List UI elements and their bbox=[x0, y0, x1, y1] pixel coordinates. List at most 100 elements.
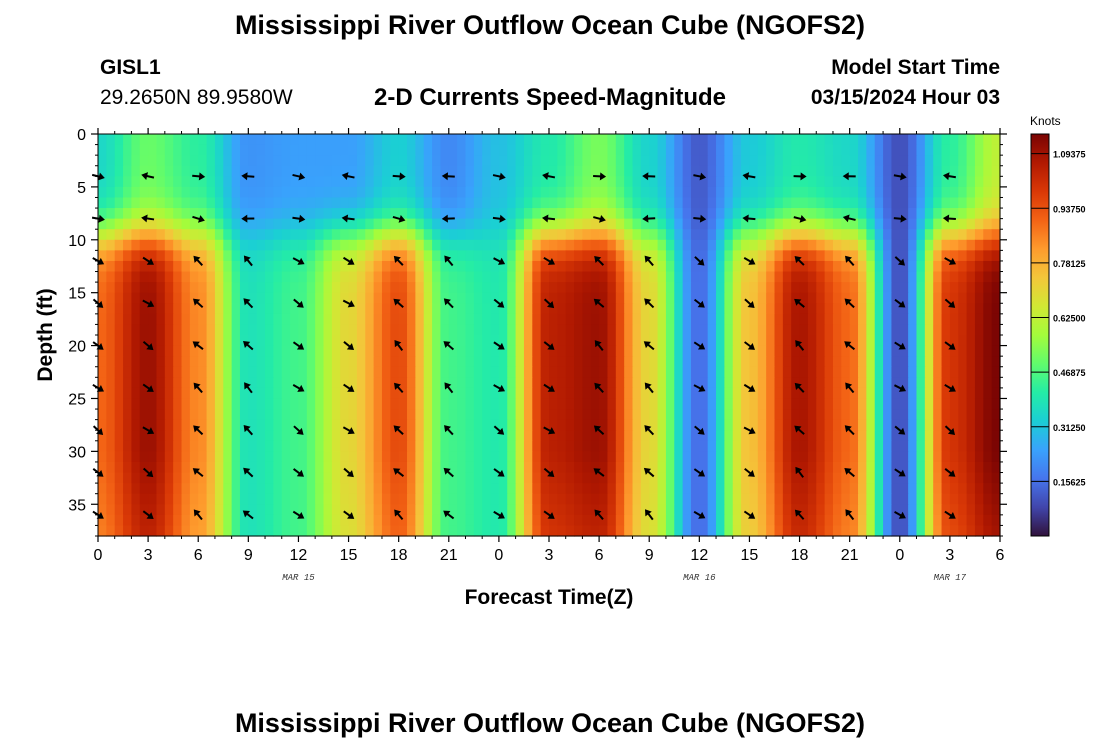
heatmap-cell bbox=[908, 303, 918, 315]
heatmap-cell bbox=[883, 387, 893, 400]
heatmap-cell bbox=[373, 377, 383, 389]
heatmap-cell bbox=[682, 218, 692, 230]
heatmap-cell bbox=[732, 387, 742, 400]
heatmap-cell bbox=[599, 229, 609, 241]
heatmap-cell bbox=[523, 461, 533, 474]
heatmap-cell bbox=[273, 313, 283, 326]
heatmap-cell bbox=[373, 472, 383, 484]
heatmap-cell bbox=[523, 377, 533, 389]
heatmap-cell bbox=[741, 440, 751, 452]
heatmap-cell bbox=[565, 461, 575, 474]
heatmap-cell bbox=[632, 377, 642, 389]
current-arrow bbox=[594, 340, 604, 351]
heatmap-cell bbox=[816, 472, 826, 484]
current-arrow bbox=[644, 255, 654, 267]
heatmap-cell bbox=[315, 271, 325, 283]
heatmap-cell bbox=[139, 387, 149, 400]
heatmap-cell bbox=[106, 493, 116, 505]
heatmap-cell bbox=[933, 461, 943, 474]
heatmap-cell bbox=[315, 451, 325, 463]
heatmap-cell bbox=[582, 208, 592, 220]
heatmap-cell bbox=[248, 197, 258, 209]
heatmap-cell bbox=[440, 260, 450, 273]
heatmap-cell bbox=[615, 165, 625, 177]
heatmap-cell bbox=[164, 208, 174, 220]
heatmap-cell bbox=[582, 504, 592, 516]
heatmap-cell bbox=[407, 292, 416, 304]
heatmap-cell bbox=[239, 430, 249, 442]
heatmap-cell bbox=[874, 292, 884, 304]
heatmap-cell bbox=[290, 260, 300, 273]
heatmap-cell bbox=[156, 134, 166, 146]
heatmap-cell bbox=[348, 218, 358, 230]
heatmap-cell bbox=[148, 260, 158, 273]
heatmap-cell bbox=[849, 366, 859, 378]
x-tick-label: 12 bbox=[690, 547, 708, 564]
heatmap-cell bbox=[448, 387, 458, 400]
heatmap-cell bbox=[131, 345, 141, 357]
heatmap-cell bbox=[390, 313, 400, 326]
heatmap-cell bbox=[574, 208, 584, 220]
heatmap-cell bbox=[574, 493, 584, 505]
heatmap-cell bbox=[766, 282, 776, 294]
heatmap-cell bbox=[590, 165, 600, 177]
heatmap-cell bbox=[373, 186, 383, 199]
heatmap-cell bbox=[390, 472, 400, 484]
heatmap-cell bbox=[724, 335, 734, 347]
heatmap-cell bbox=[624, 493, 634, 505]
heatmap-cell bbox=[866, 176, 876, 188]
heatmap-cell bbox=[674, 282, 684, 294]
current-arrow bbox=[842, 214, 856, 223]
heatmap-cell bbox=[690, 292, 700, 304]
heatmap-cell bbox=[699, 303, 709, 315]
heatmap-cell bbox=[582, 282, 592, 294]
heatmap-cell bbox=[139, 514, 149, 527]
heatmap-cell bbox=[206, 483, 216, 495]
heatmap-cell bbox=[432, 504, 442, 516]
heatmap-cell bbox=[716, 165, 725, 177]
heatmap-cell bbox=[415, 165, 425, 177]
heatmap-cell bbox=[682, 134, 692, 146]
heatmap-cell bbox=[983, 335, 993, 347]
heatmap-cell bbox=[682, 440, 692, 452]
heatmap-cell bbox=[732, 165, 742, 177]
heatmap-cell bbox=[908, 144, 918, 156]
heatmap-cell bbox=[98, 134, 107, 146]
heatmap-cell bbox=[640, 409, 650, 421]
heatmap-cell bbox=[223, 483, 233, 495]
heatmap-cell bbox=[239, 345, 249, 357]
heatmap-cell bbox=[991, 155, 1001, 167]
heatmap-cell bbox=[983, 282, 993, 294]
heatmap-cell bbox=[599, 440, 609, 452]
heatmap-cell bbox=[540, 409, 550, 421]
heatmap-cell bbox=[306, 335, 316, 347]
heatmap-cell bbox=[908, 186, 918, 199]
heatmap-cell bbox=[565, 387, 575, 400]
heatmap-cell bbox=[557, 282, 567, 294]
heatmap-cell bbox=[657, 514, 667, 527]
heatmap-cell bbox=[874, 525, 884, 537]
heatmap-cell bbox=[966, 250, 976, 262]
heatmap-cell bbox=[632, 430, 642, 442]
current-arrow bbox=[393, 255, 404, 266]
heatmap-cell bbox=[498, 366, 508, 378]
heatmap-cell bbox=[473, 366, 483, 378]
heatmap-cell bbox=[390, 176, 400, 188]
heatmap-cell bbox=[824, 155, 834, 167]
heatmap-cell bbox=[256, 218, 266, 230]
current-arrow bbox=[543, 298, 555, 309]
heatmap-cell bbox=[949, 345, 959, 357]
heatmap-cell bbox=[507, 303, 517, 315]
heatmap-cell bbox=[198, 313, 208, 326]
heatmap-cell bbox=[682, 377, 692, 389]
heatmap-cell bbox=[298, 377, 308, 389]
heatmap-cell bbox=[924, 155, 934, 167]
heatmap-cell bbox=[532, 451, 542, 463]
heatmap-cell bbox=[164, 155, 174, 167]
heatmap-cell bbox=[106, 134, 116, 146]
heatmap-cell bbox=[724, 134, 734, 146]
heatmap-cell bbox=[148, 493, 158, 505]
heatmap-cell bbox=[807, 409, 817, 421]
heatmap-cell bbox=[356, 356, 366, 368]
heatmap-cell bbox=[231, 134, 241, 146]
